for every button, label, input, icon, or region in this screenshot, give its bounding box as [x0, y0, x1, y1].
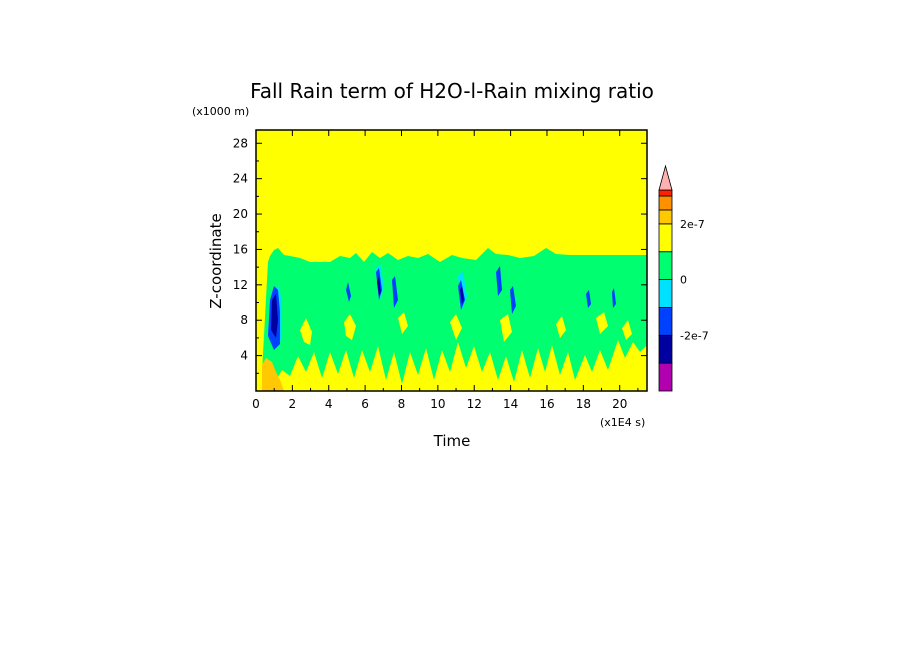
- x-tick-label: 2: [289, 397, 297, 411]
- plot-frame: [255, 129, 648, 392]
- x-tick-label: 4: [325, 397, 333, 411]
- colorbar-label: 2e-7: [680, 218, 705, 231]
- y-tick-label: 28: [233, 136, 248, 150]
- x-tick-label: 20: [612, 397, 627, 411]
- y-tick-label: 8: [240, 313, 248, 327]
- colorbar-label: -2e-7: [680, 329, 709, 342]
- colorbar-swatch: [658, 362, 673, 392]
- colorbar-swatch: [658, 223, 673, 253]
- x-unit-label: (x1E4 s): [600, 416, 645, 429]
- deep-negative-cores: [271, 276, 464, 338]
- x-axis-label: Time: [433, 432, 471, 450]
- y-tick-label: 12: [233, 278, 248, 292]
- colorbar-swatch: [658, 209, 673, 225]
- plot-area: [256, 130, 647, 391]
- x-tick-label: 16: [539, 397, 554, 411]
- x-tick-label: 0: [252, 397, 260, 411]
- chart-title: Fall Rain term of H2O-l-Rain mixing rati…: [250, 79, 654, 103]
- y-axis: 4 8 12 16 20 24 28: [233, 136, 647, 374]
- colorbar-extend-arrow: [658, 164, 673, 191]
- colorbar-label: 0: [680, 274, 687, 287]
- colorbar-swatch: [658, 334, 673, 364]
- x-axis: 0 2 4 6 8 10 12 14 16 18 20: [252, 130, 639, 411]
- y-tick-label: 20: [233, 207, 248, 221]
- x-tick-label: 12: [467, 397, 482, 411]
- x-tick-label: 10: [430, 397, 445, 411]
- x-tick-label: 8: [398, 397, 406, 411]
- y-tick-label: 16: [233, 242, 248, 256]
- y-axis-label: Z-coordinate: [207, 213, 225, 308]
- y-unit-label: (x1000 m): [192, 105, 249, 118]
- negative-layer-upper: [268, 248, 647, 318]
- x-tick-label: 18: [576, 397, 591, 411]
- x-tick-label: 6: [361, 397, 369, 411]
- colorbar-swatch: [658, 279, 673, 308]
- band-gaps: [300, 312, 632, 345]
- y-tick-label: 24: [233, 172, 248, 186]
- colorbar-swatch: [658, 195, 673, 211]
- near-surface-positive: [262, 358, 284, 391]
- colorbar-top-swatch: [658, 189, 673, 197]
- colorbar: 2e-7 0 -2e-7: [658, 164, 709, 392]
- colorbar-swatch: [658, 251, 673, 280]
- x-tick-label: 14: [503, 397, 518, 411]
- y-tick-label: 4: [240, 349, 248, 363]
- colorbar-swatch: [658, 307, 673, 336]
